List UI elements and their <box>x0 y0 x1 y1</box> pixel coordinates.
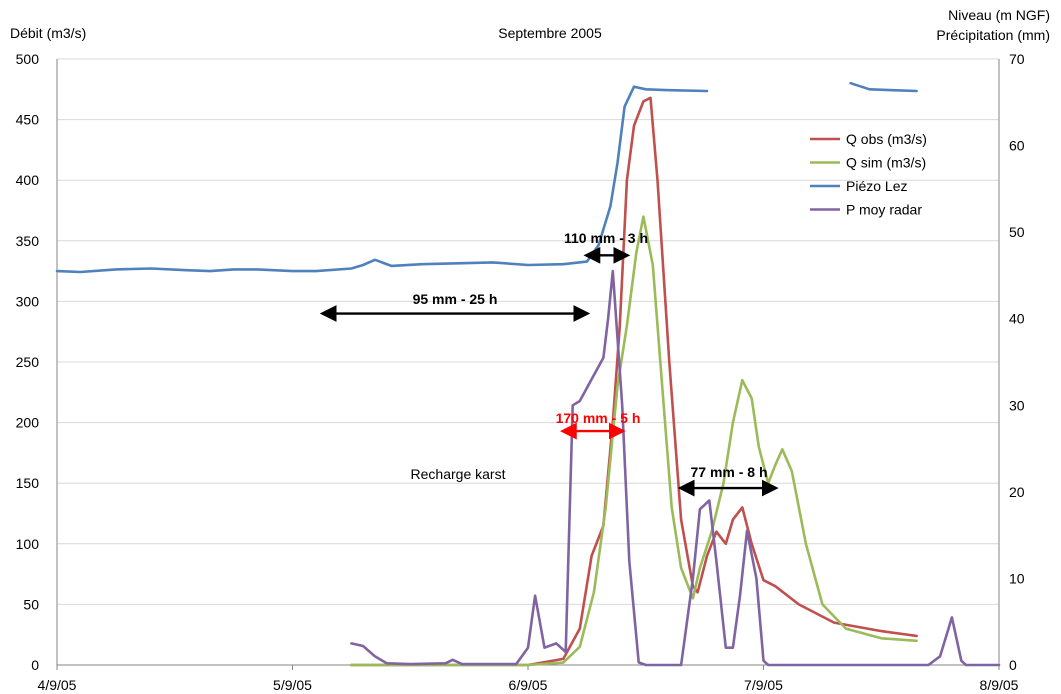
legend-label: P moy radar <box>846 202 922 218</box>
series-line-q-sim-m3-s <box>350 215 918 667</box>
x-tick-label: 8/9/05 <box>980 677 1019 693</box>
annotation-label: 95 mm - 25 h <box>413 291 498 307</box>
right-tick-label: 50 <box>1009 224 1025 240</box>
left-tick-label: 350 <box>16 233 40 249</box>
x-tick-label: 5/9/05 <box>273 677 312 693</box>
annotations: 110 mm - 3 h 95 mm - 25 h 170 mm - 5 h 77 m… <box>319 230 779 497</box>
annotation-label: 77 mm - 8 h <box>690 464 767 480</box>
right-tick-label: 40 <box>1009 311 1025 327</box>
left-tick-label: 150 <box>16 475 40 491</box>
plot-area <box>55 81 1001 667</box>
left-tick-label: 300 <box>16 293 40 309</box>
series-line-pi-zo-lez <box>849 81 918 93</box>
left-tick-label: 400 <box>16 172 40 188</box>
x-tick-label: 7/9/05 <box>744 677 783 693</box>
x-tick-label: 6/9/05 <box>509 677 548 693</box>
right-axis-label-precip: Précipitation (mm) <box>936 27 1050 43</box>
legend: Q obs (m3/s) Q sim (m3/s) Piézo Lez P moy r… <box>810 131 927 218</box>
left-tick-label: 250 <box>16 354 40 370</box>
legend-label: Q obs (m3/s) <box>846 131 927 147</box>
left-tick-label: 0 <box>31 657 39 673</box>
chart-title: Septembre 2005 <box>498 25 602 41</box>
gridlines <box>57 58 999 666</box>
right-tick-label: 60 <box>1009 138 1025 154</box>
right-axis-label-level: Niveau (m NGF) <box>948 7 1050 23</box>
annotation-recharge-karst: Recharge karst <box>411 466 506 482</box>
right-tick-label: 20 <box>1009 484 1025 500</box>
left-axis-label: Débit (m3/s) <box>10 25 86 41</box>
annotation-label: 110 mm - 3 h <box>564 230 648 246</box>
series-line-p-moy-radar <box>350 269 1001 667</box>
left-tick-label: 200 <box>16 415 40 431</box>
left-tick-label: 450 <box>16 112 40 128</box>
right-tick-label: 30 <box>1009 397 1025 413</box>
left-tick-label: 50 <box>23 596 39 612</box>
left-tick-label: 100 <box>16 536 40 552</box>
legend-label: Q sim (m3/s) <box>846 155 926 171</box>
series-line-q-obs-m3-s <box>350 96 918 667</box>
right-tick-label: 70 <box>1009 51 1025 67</box>
x-tick-label: 4/9/05 <box>38 677 77 693</box>
x-axis: 4/9/05 5/9/05 6/9/05 7/9/05 8/9/05 <box>38 664 1019 693</box>
right-axis: 0 10 20 30 40 50 60 70 <box>998 51 1025 673</box>
right-tick-label: 10 <box>1009 570 1025 586</box>
right-tick-label: 0 <box>1009 657 1017 673</box>
series-line-pi-zo-lez <box>55 85 709 274</box>
left-axis: 0 50 100 150 200 250 300 350 400 450 500 <box>16 51 58 673</box>
annotation-label: 170 mm - 5 h <box>556 410 641 426</box>
legend-label: Piézo Lez <box>846 178 907 194</box>
left-tick-label: 500 <box>16 51 40 67</box>
